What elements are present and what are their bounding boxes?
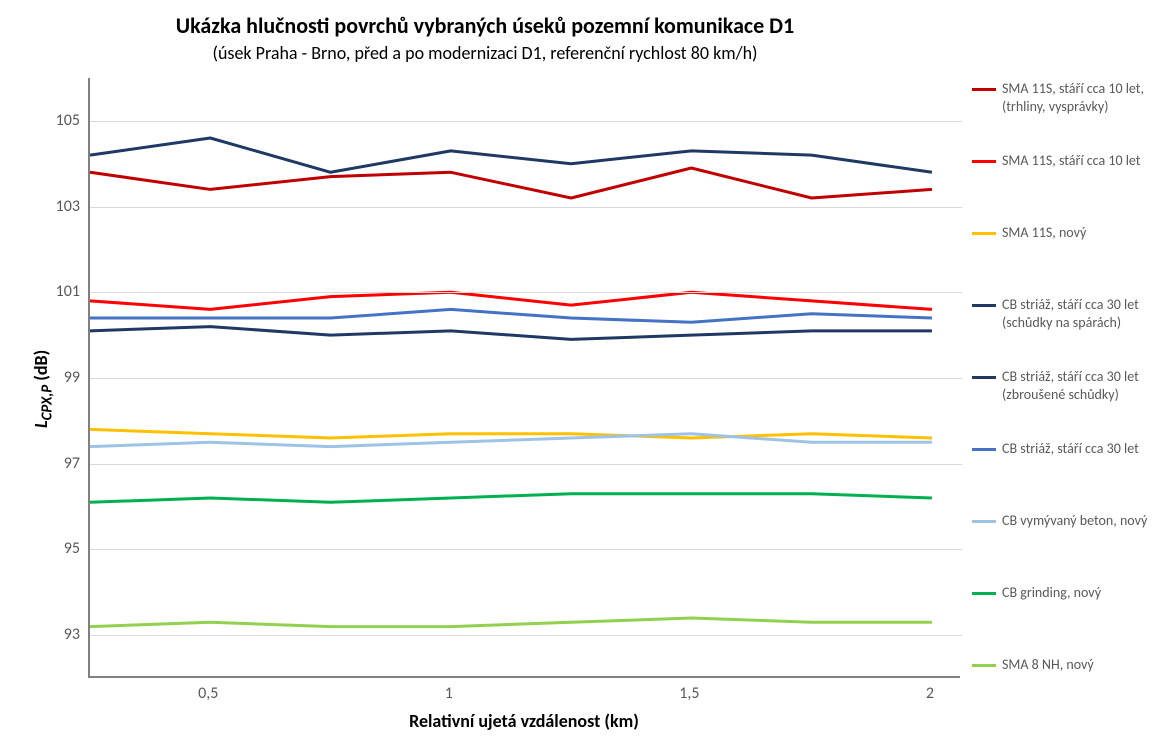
x-tick-label: 2 bbox=[910, 684, 950, 703]
legend-swatch bbox=[972, 448, 996, 451]
legend-swatch bbox=[972, 520, 996, 523]
x-tick-label: 1 bbox=[429, 684, 469, 703]
y-tick-label: 95 bbox=[64, 539, 80, 558]
series-line bbox=[90, 168, 932, 198]
plot-area bbox=[88, 78, 960, 678]
legend-label: SMA 11S, stáří cca 10 let, (trhliny, vys… bbox=[1002, 80, 1152, 115]
x-tick-label: 0,5 bbox=[188, 684, 228, 703]
series-line bbox=[90, 429, 932, 438]
legend-item: CB vymývaný beton, nový bbox=[972, 512, 1152, 530]
chart-title: Ukázka hlučnosti povrchů vybraných úseků… bbox=[0, 12, 970, 39]
gridline bbox=[90, 549, 962, 550]
y-tick-label: 101 bbox=[56, 282, 80, 301]
legend-item: CB striáž, stáří cca 30 let (schůdky na … bbox=[972, 296, 1152, 331]
x-axis-title: Relativní ujetá vzdálenost (km) bbox=[88, 710, 960, 732]
series-line bbox=[90, 309, 932, 322]
legend-item: SMA 8 NH, nový bbox=[972, 656, 1152, 674]
chart-container: Ukázka hlučnosti povrchů vybraných úseků… bbox=[0, 0, 1156, 751]
legend-label: CB striáž, stáří cca 30 let (zbroušené s… bbox=[1002, 368, 1152, 403]
series-line bbox=[90, 618, 932, 627]
legend-swatch bbox=[972, 88, 996, 91]
legend-swatch bbox=[972, 664, 996, 667]
gridline bbox=[90, 635, 962, 636]
legend-swatch bbox=[972, 592, 996, 595]
gridline bbox=[90, 292, 962, 293]
legend-item: SMA 11S, nový bbox=[972, 224, 1152, 242]
series-line bbox=[90, 292, 932, 309]
legend-item: SMA 11S, stáří cca 10 let bbox=[972, 152, 1152, 170]
y-tick-label: 105 bbox=[56, 111, 80, 130]
gridline bbox=[90, 207, 962, 208]
legend-label: SMA 11S, nový bbox=[1002, 224, 1086, 242]
gridline bbox=[90, 121, 962, 122]
legend-swatch bbox=[972, 232, 996, 235]
legend-item: CB grinding, nový bbox=[972, 584, 1152, 602]
legend-label: SMA 8 NH, nový bbox=[1002, 656, 1094, 674]
series-line bbox=[90, 327, 932, 340]
chart-subtitle: (úsek Praha - Brno, před a po modernizac… bbox=[0, 42, 970, 64]
legend-item: CB striáž, stáří cca 30 let bbox=[972, 440, 1152, 458]
x-tick-label: 1,5 bbox=[669, 684, 709, 703]
legend-label: CB striáž, stáří cca 30 let (schůdky na … bbox=[1002, 296, 1152, 331]
legend-swatch bbox=[972, 304, 996, 307]
legend-swatch bbox=[972, 376, 996, 379]
legend-item: CB striáž, stáří cca 30 let (zbroušené s… bbox=[972, 368, 1152, 403]
legend-label: CB striáž, stáří cca 30 let bbox=[1002, 440, 1139, 458]
legend-label: CB grinding, nový bbox=[1002, 584, 1101, 602]
y-tick-label: 93 bbox=[64, 625, 80, 644]
gridline bbox=[90, 378, 962, 379]
y-tick-label: 103 bbox=[56, 197, 80, 216]
y-tick-label: 97 bbox=[64, 454, 80, 473]
legend-label: SMA 11S, stáří cca 10 let bbox=[1002, 152, 1141, 170]
y-tick-label: 99 bbox=[64, 368, 80, 387]
series-line bbox=[90, 138, 932, 172]
legend-swatch bbox=[972, 160, 996, 163]
gridline bbox=[90, 464, 962, 465]
y-axis-title: LCPX,P (dB) bbox=[30, 350, 57, 428]
legend-label: CB vymývaný beton, nový bbox=[1002, 512, 1147, 530]
series-line bbox=[90, 494, 932, 503]
series-line bbox=[90, 434, 932, 447]
legend-item: SMA 11S, stáří cca 10 let, (trhliny, vys… bbox=[972, 80, 1152, 115]
